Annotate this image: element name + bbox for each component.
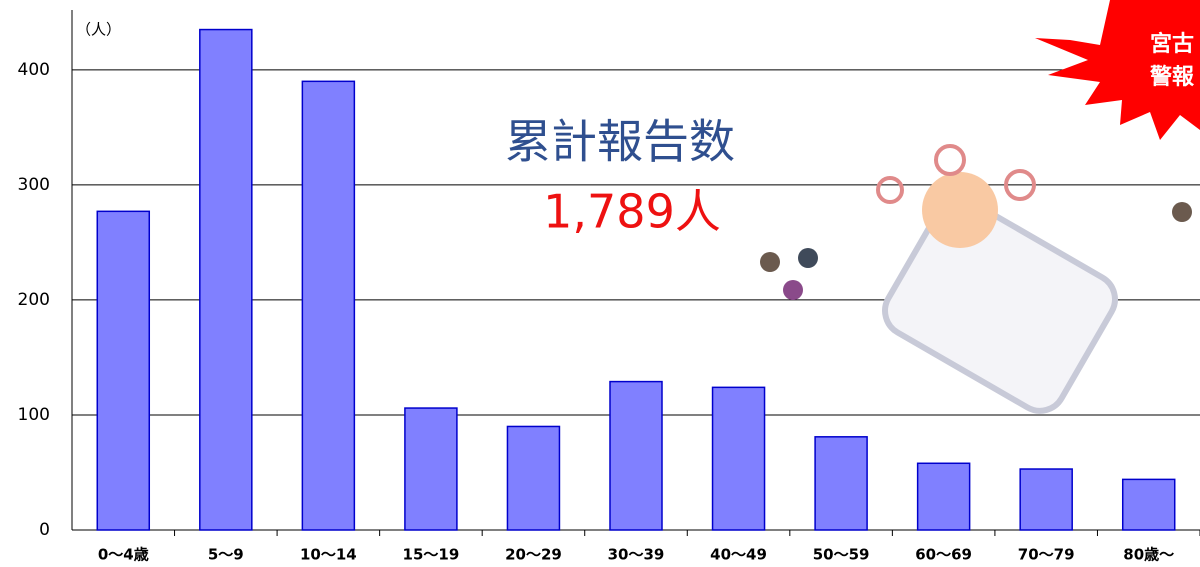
y-tick-label: 200 [18,290,50,310]
x-tick-label: 15～19 [403,546,460,564]
badge-text: 警報 [1149,64,1195,90]
y-tick-label: 400 [18,60,50,80]
bar [301,80,356,531]
bar [506,425,561,531]
bar [609,380,663,531]
y-tick-label: 0 [39,520,50,540]
x-tick-label: 80歳～ [1123,546,1174,564]
x-tick-label: 70～79 [1018,546,1075,564]
y-tick-label: 100 [18,405,50,425]
bar [1019,468,1073,531]
bar [404,407,458,531]
badge-text: 宮古 [1150,31,1194,57]
total-label: 1,789人 [543,185,721,239]
x-tick-label: 30～39 [608,546,665,564]
illustration [760,144,1192,414]
bar [711,386,766,531]
x-tick-label: 40～49 [710,546,767,564]
x-tick-label: 0～4歳 [98,546,149,564]
bar [814,436,868,531]
y-tick-label: 300 [18,175,50,195]
alert-badge [1035,0,1200,140]
bar [199,28,253,531]
x-tick-label: 20～29 [505,546,562,564]
bar [96,210,151,531]
x-tick-label: 5～9 [208,546,244,564]
chart-title: 累計報告数 [505,115,735,169]
x-tick-label: 60～69 [915,546,972,564]
bar [1121,478,1176,531]
unit-label: （人） [76,21,121,39]
x-tick-label: 50～59 [813,546,870,564]
x-tick-label: 10～14 [300,546,357,564]
bar [916,462,971,531]
